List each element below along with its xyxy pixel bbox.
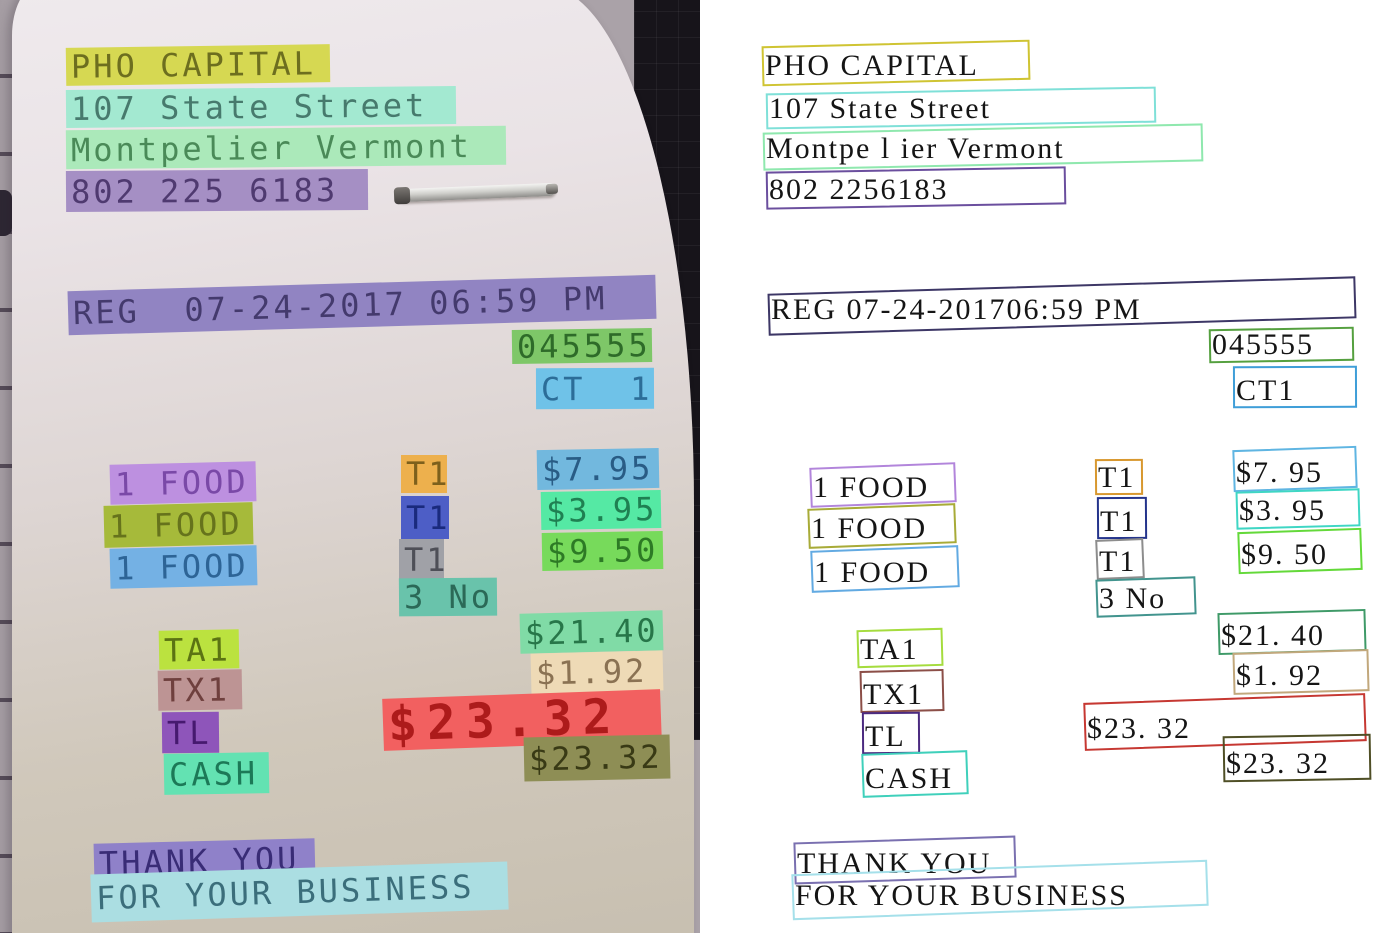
box-thanks-line-1-label: THANK YOU <box>797 847 992 880</box>
hl-tax-amount: $1.92 <box>530 650 664 694</box>
hl-price-2: $3.95 <box>540 489 662 531</box>
hl-subtotal-amount: $21.40 <box>519 610 664 654</box>
box-total-label-label: TL <box>865 720 906 753</box>
box-store-name: PHO CAPITAL <box>761 39 1031 87</box>
box-total-label: TL <box>861 711 921 755</box>
hl-receipt-number: 045555 <box>511 326 653 366</box>
lined-paper-ink-mark <box>0 190 12 236</box>
box-register-line: REG 07-24-201706:59 PM <box>767 276 1357 336</box>
hl-taxflag-1: T1 <box>401 455 448 493</box>
box-taxflag-1-label: T1 <box>1098 461 1136 494</box>
box-tax-amount-label: $1. 92 <box>1236 659 1323 692</box>
box-item-1: 1 FOOD <box>809 462 957 508</box>
box-taxflag-2-label: T1 <box>1100 505 1138 538</box>
box-price-3-label: $9. 50 <box>1241 538 1328 571</box>
box-phone-label: 802 2256183 <box>769 173 949 206</box>
hl-item-3: 1 FOOD <box>109 545 258 589</box>
box-item-1-label: 1 FOOD <box>813 471 930 504</box>
box-subtotal-label: TA1 <box>856 627 944 669</box>
box-tax-amount: $1. 92 <box>1232 649 1370 695</box>
box-taxflag-1: T1 <box>1094 458 1144 496</box>
box-total-amount-label: $23. 32 <box>1087 712 1191 745</box>
hl-city: Montpelier Vermont <box>65 125 507 170</box>
box-tax-label-label: TX1 <box>863 678 924 711</box>
hl-total-label: TL <box>161 711 220 754</box>
hl-tax-label: TX1 <box>157 669 243 711</box>
box-price-1-label: $7. 95 <box>1236 456 1323 489</box>
box-city: Montpe l ier Vermont <box>762 123 1204 171</box>
hl-taxflag-3: T1 <box>399 539 446 580</box>
box-cash-label: CASH <box>861 750 969 798</box>
box-tax-label: TX1 <box>859 668 945 714</box>
box-cash-amount-label: $23. 32 <box>1226 747 1330 780</box>
box-register-line-label: REG 07-24-201706:59 PM <box>771 293 1142 326</box>
hl-cash-amount: $23.32 <box>523 734 671 782</box>
box-street-label: 107 State Street <box>769 92 991 125</box>
box-price-2-label: $3. 95 <box>1239 494 1326 527</box>
box-receipt-number-label: 045555 <box>1212 328 1314 361</box>
ocr-result-panel <box>700 0 1400 933</box>
box-city-label: Montpe l ier Vermont <box>766 132 1065 165</box>
box-subtotal-amount: $21. 40 <box>1217 608 1367 656</box>
box-thanks-line-2-label: FOR YOUR BUSINESS <box>795 879 1128 912</box>
box-taxflag-3-label: T1 <box>1099 545 1137 578</box>
box-thanks-line-2: FOR YOUR BUSINESS <box>791 859 1209 921</box>
hl-item-1: 1 FOOD <box>109 461 257 505</box>
box-street: 107 State Street <box>765 86 1157 130</box>
box-price-1: $7. 95 <box>1232 445 1358 493</box>
box-item-count: 3 No <box>1095 576 1197 618</box>
hl-store-name: PHO CAPITAL <box>65 44 331 86</box>
hl-street: 107 State Street <box>65 85 457 129</box>
box-count: CT1 <box>1232 365 1358 409</box>
box-receipt-number: 045555 <box>1208 326 1355 364</box>
hl-count: CT 1 <box>535 367 655 410</box>
hl-item-2: 1 FOOD <box>103 502 254 548</box>
box-price-3: $9. 50 <box>1237 527 1363 575</box>
box-subtotal-amount-label: $21. 40 <box>1221 619 1325 652</box>
box-taxflag-3: T1 <box>1095 538 1145 580</box>
box-item-2-label: 1 FOOD <box>811 512 928 545</box>
box-taxflag-2: T1 <box>1096 496 1148 540</box>
box-item-3-label: 1 FOOD <box>814 556 931 589</box>
box-total-amount: $23. 32 <box>1083 693 1367 751</box>
box-subtotal-label-label: TA1 <box>860 633 919 666</box>
hl-item-count: 3 No <box>398 577 498 617</box>
box-store-name-label: PHO CAPITAL <box>765 49 979 82</box>
box-thanks-line-1: THANK YOU <box>793 835 1017 885</box>
hl-cash-label: CASH <box>163 752 270 795</box>
box-cash-amount: $23. 32 <box>1222 733 1372 783</box>
hl-phone: 802 225 6183 <box>65 168 369 213</box>
box-item-2: 1 FOOD <box>807 503 957 549</box>
box-item-3: 1 FOOD <box>810 545 960 593</box>
box-item-count-label: 3 No <box>1099 582 1167 615</box>
hl-price-1: $7.95 <box>536 447 660 491</box>
hl-price-3: $9.50 <box>541 530 664 572</box>
box-phone: 802 2256183 <box>765 166 1067 210</box>
box-price-2: $3. 95 <box>1235 488 1361 530</box>
hl-subtotal-label: TA1 <box>158 629 240 670</box>
hl-taxflag-2: T1 <box>401 496 449 539</box>
box-cash-label-label: CASH <box>865 762 954 795</box>
box-count-label: CT1 <box>1236 374 1296 407</box>
